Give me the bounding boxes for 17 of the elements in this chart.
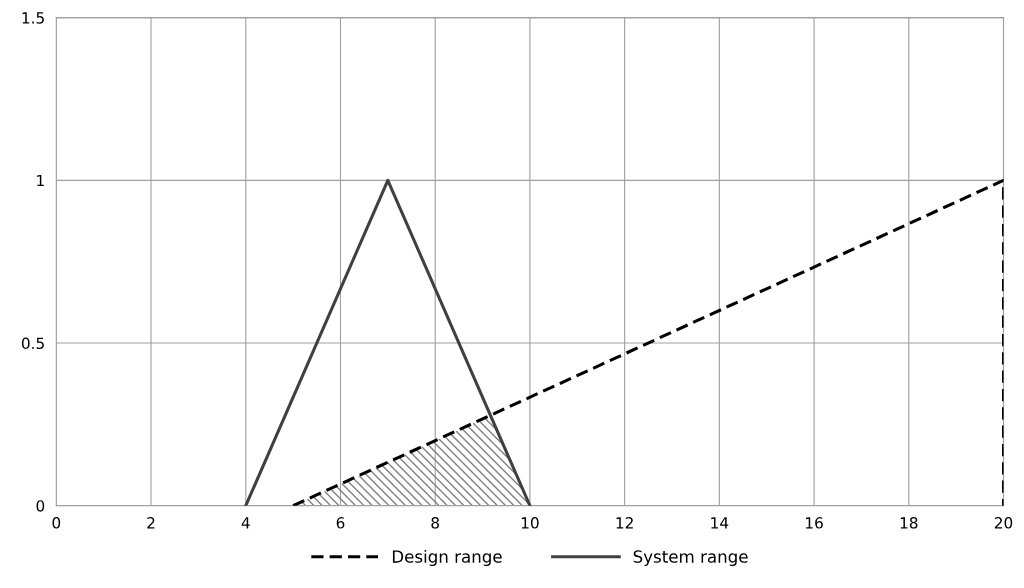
x-tick-label: 0 <box>52 517 61 529</box>
x-tick-label: 14 <box>711 517 729 529</box>
x-tick-label: 2 <box>147 517 155 529</box>
legend-label: Design range <box>392 549 502 567</box>
x-tick-label: 4 <box>241 517 250 529</box>
x-tick-label: 18 <box>900 517 918 529</box>
legend-label: System range <box>633 550 748 567</box>
x-tick-label: 6 <box>336 517 345 529</box>
x-tick-label: 12 <box>616 517 633 529</box>
y-tick-label: 1.5 <box>22 12 44 24</box>
x-tick-label: 8 <box>431 517 440 529</box>
y-tick-label: 0.5 <box>21 337 44 350</box>
y-tick-label: 1 <box>37 174 44 187</box>
x-tick-label: 10 <box>521 517 539 529</box>
x-tick-label: 20 <box>994 517 1013 529</box>
x-tick-label: 16 <box>806 517 823 529</box>
y-tick-label: 0 <box>36 500 45 512</box>
